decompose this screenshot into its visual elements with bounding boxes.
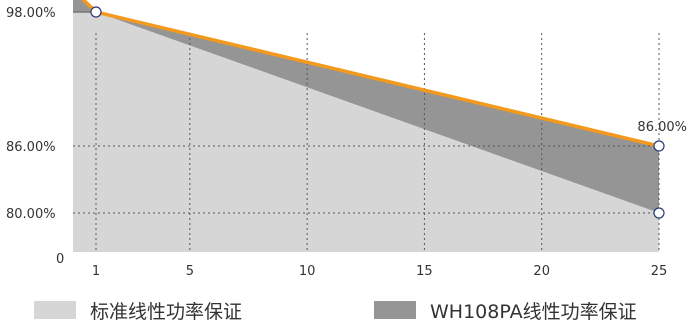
y-tick-label-origin: 0 — [56, 252, 64, 267]
x-tick-label-15: 15 — [416, 264, 433, 279]
legend-label-wh108pa: WH108PA线性功率保证 — [430, 300, 637, 323]
legend-swatch-standard — [34, 301, 76, 319]
data-point-3 — [653, 207, 665, 219]
x-tick-label-5: 5 — [186, 264, 194, 279]
plot-area — [73, 0, 665, 252]
x-tick-label-25: 25 — [651, 264, 668, 279]
legend-swatch-wh108pa — [374, 301, 416, 319]
y-tick-label-80: 80.00% — [6, 207, 56, 222]
data-point-2 — [653, 140, 665, 152]
data-point-1 — [90, 6, 102, 18]
chart: 80.00%86.00%98.00%100.0%0151015202586.00… — [6, 0, 687, 279]
legend-item-wh108pa: WH108PA线性功率保证 — [374, 298, 637, 323]
axis-labels: 80.00%86.00%98.00%100.0%0151015202586.00… — [6, 6, 687, 279]
x-tick-label-1: 1 — [92, 264, 100, 279]
x-tick-label-20: 20 — [533, 264, 550, 279]
legend-item-standard: 标准线性功率保证 — [34, 298, 243, 323]
annotation-1: 86.00% — [637, 120, 687, 135]
area-wh108pa — [73, 0, 659, 213]
y-tick-label-98: 98.00% — [6, 6, 56, 21]
y-tick-label-86: 86.00% — [6, 140, 56, 155]
area-standard — [73, 12, 659, 252]
legend-label-standard: 标准线性功率保证 — [90, 300, 243, 323]
x-tick-label-10: 10 — [299, 264, 316, 279]
